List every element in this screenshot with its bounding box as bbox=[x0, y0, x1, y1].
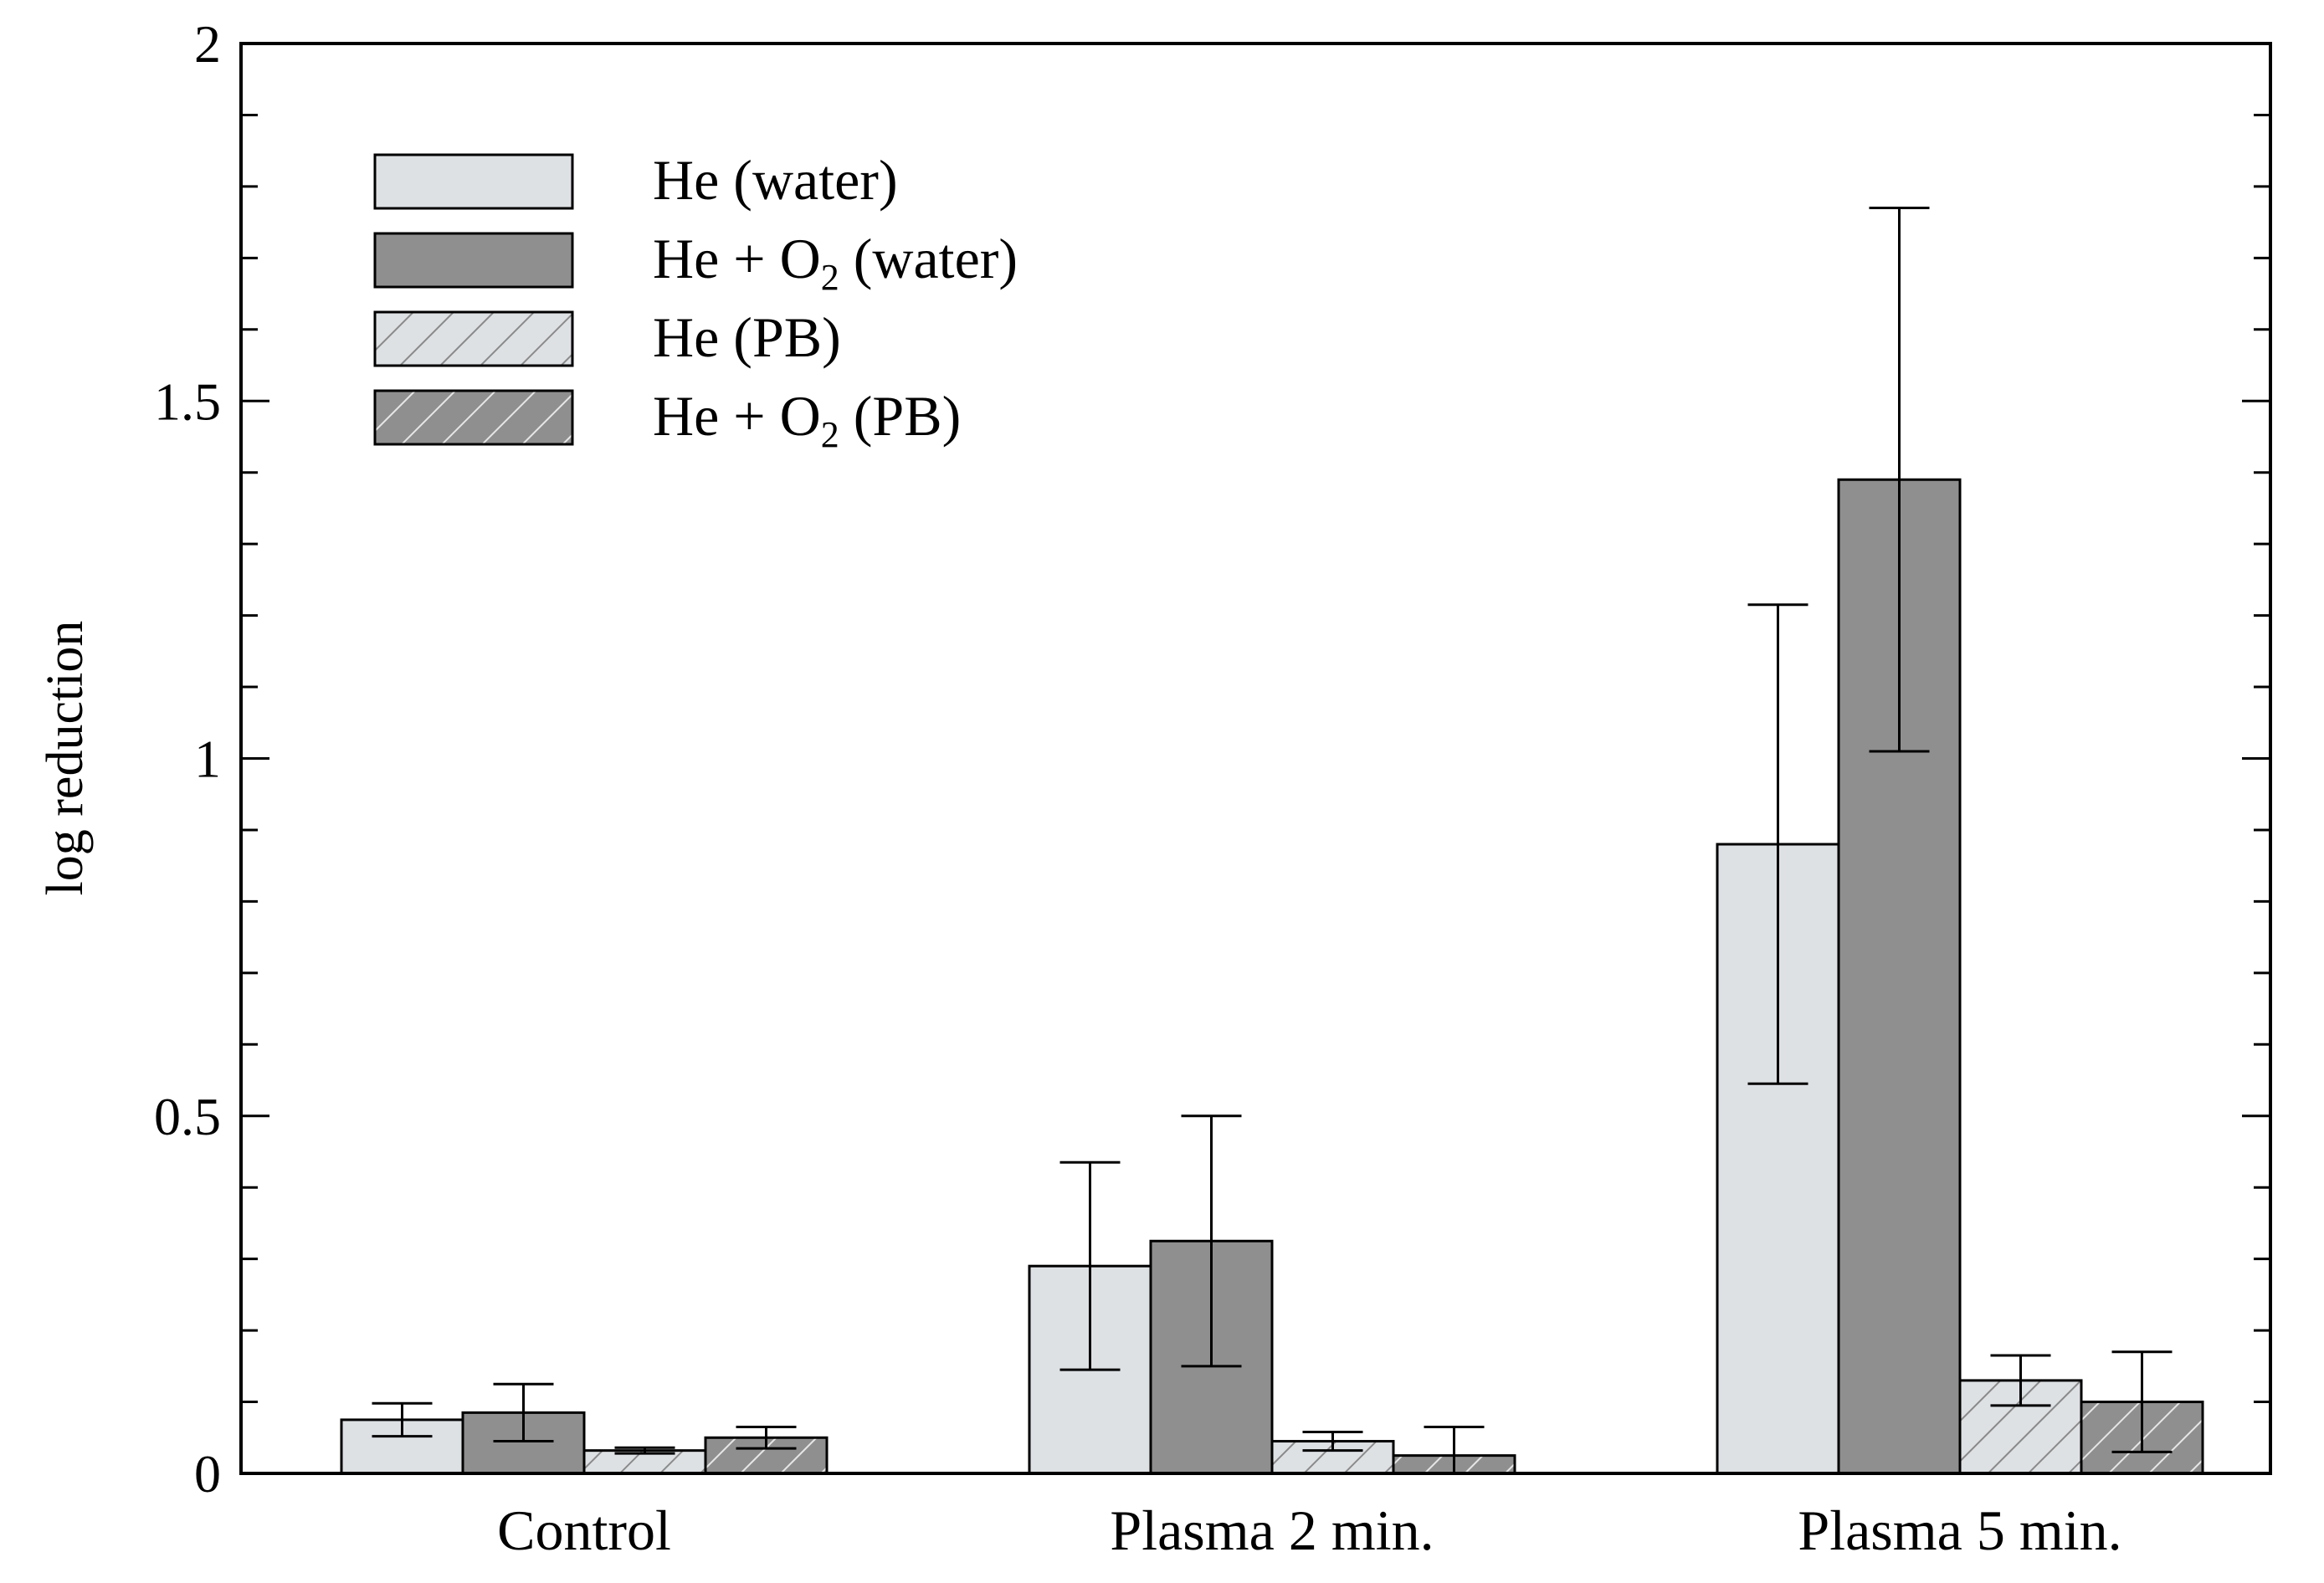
error-bar-2-series-2 bbox=[1181, 1114, 1242, 1368]
y-tick-label-4: 1.5 bbox=[154, 371, 221, 431]
bar-1-series-4 bbox=[704, 1436, 829, 1475]
error-bar-3-series-4 bbox=[2111, 1350, 2173, 1453]
y-ticks-layer bbox=[241, 42, 2270, 1475]
error-bar-2-series-1 bbox=[1059, 1160, 1121, 1371]
bars-layer bbox=[340, 478, 2204, 1475]
legend: He (water) He + O2 (water) He (PB) He + O2 … bbox=[373, 148, 1018, 455]
error-bar-1-series-4 bbox=[736, 1425, 797, 1450]
legend-label-2: He + O2 (water) bbox=[653, 227, 1018, 298]
legend-swatch-3 bbox=[373, 310, 574, 367]
legend-swatch-4 bbox=[373, 389, 574, 446]
legend-swatch-1 bbox=[373, 153, 574, 210]
error-bar-3-series-1 bbox=[1747, 603, 1808, 1085]
error-bar-2-series-3 bbox=[1302, 1430, 1363, 1452]
error-bar-3-series-2 bbox=[1869, 207, 1930, 753]
legend-label-1: He (water) bbox=[653, 148, 898, 212]
y-tick-labels: 0 0.5 1 1.5 2 bbox=[154, 14, 221, 1504]
legend-label-4: He + O2 (PB) bbox=[653, 384, 961, 455]
y-axis-title: log reduction bbox=[37, 621, 94, 896]
category-label-1: Control bbox=[497, 1498, 671, 1562]
category-labels: Control Plasma 2 min. Plasma 5 min. bbox=[497, 1498, 2122, 1562]
category-label-2: Plasma 2 min. bbox=[1110, 1498, 1434, 1562]
y-tick-label-1: 0 bbox=[194, 1444, 221, 1504]
error-bar-3-series-3 bbox=[1990, 1354, 2051, 1407]
y-tick-label-5: 2 bbox=[194, 14, 221, 74]
y-tick-label-3: 1 bbox=[194, 730, 221, 789]
error-bar-1-series-1 bbox=[372, 1401, 433, 1438]
category-label-3: Plasma 5 min. bbox=[1798, 1498, 2121, 1562]
error-bar-1-series-3 bbox=[614, 1446, 675, 1455]
y-tick-label-2: 0.5 bbox=[154, 1087, 221, 1146]
error-bar-1-series-2 bbox=[493, 1382, 554, 1443]
legend-swatch-2 bbox=[373, 232, 574, 289]
legend-label-3: He (PB) bbox=[653, 305, 841, 369]
